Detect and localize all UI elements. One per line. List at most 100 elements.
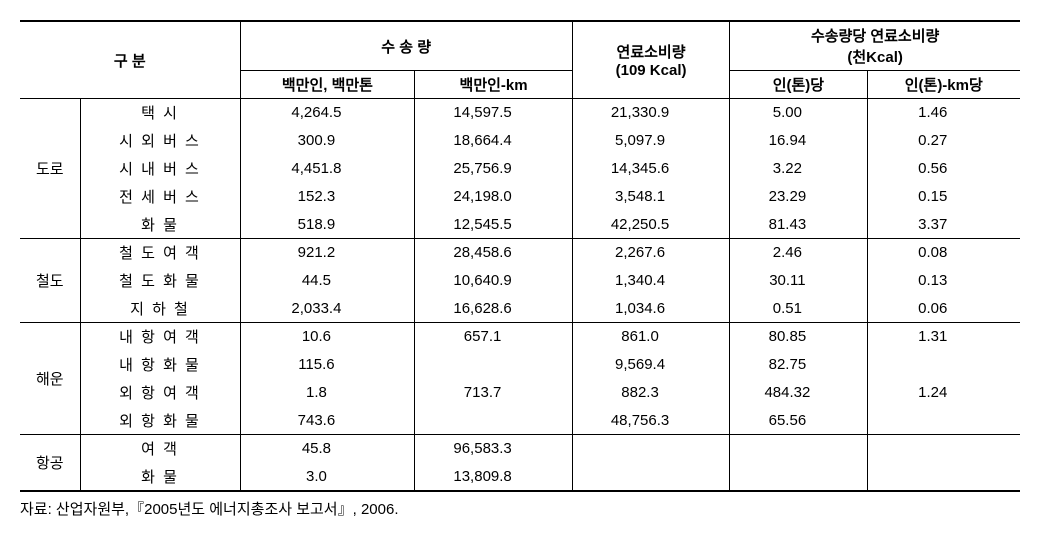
group-label: 해운: [20, 323, 80, 435]
data-cell: 1.31: [867, 323, 1020, 351]
data-cell: 1.24: [867, 379, 1020, 407]
sub-label: 시 내 버 스: [80, 155, 240, 183]
data-cell: 484.32: [730, 379, 867, 407]
header-per-sub2: 인(톤)-km당: [867, 71, 1020, 99]
data-cell: 42,250.5: [572, 211, 729, 239]
header-per-sub1: 인(톤)당: [730, 71, 867, 99]
sub-label: 시 외 버 스: [80, 127, 240, 155]
data-cell: 28,458.6: [415, 239, 572, 267]
source-note: 자료: 산업자원부,『2005년도 에너지총조사 보고서』, 2006.: [20, 498, 1020, 519]
table-row: 해운내 항 여 객10.6657.1861.080.851.31: [20, 323, 1020, 351]
data-cell: 3,548.1: [572, 183, 729, 211]
table-row: 시 외 버 스300.918,664.45,097.916.940.27: [20, 127, 1020, 155]
sub-label: 지 하 철: [80, 295, 240, 323]
header-fuel: 연료소비량(109 Kcal): [572, 21, 729, 99]
data-cell: 0.06: [867, 295, 1020, 323]
data-cell: 861.0: [572, 323, 729, 351]
sub-label: 전 세 버 스: [80, 183, 240, 211]
data-cell: [572, 435, 729, 463]
data-cell: [730, 463, 867, 491]
data-cell: [415, 407, 572, 435]
transport-fuel-table: 구 분 수 송 량 연료소비량(109 Kcal) 수송량당 연료소비량(천Kc…: [20, 20, 1020, 492]
data-cell: 3.0: [240, 463, 415, 491]
data-cell: 9,569.4: [572, 351, 729, 379]
table-row: 철도철 도 여 객921.228,458.62,267.62.460.08: [20, 239, 1020, 267]
table-row: 외 항 여 객1.8713.7882.3484.321.24: [20, 379, 1020, 407]
data-cell: 152.3: [240, 183, 415, 211]
data-cell: 1.8: [240, 379, 415, 407]
data-cell: [415, 351, 572, 379]
data-cell: 3.37: [867, 211, 1020, 239]
data-cell: 80.85: [730, 323, 867, 351]
header-category: 구 분: [20, 21, 240, 99]
data-cell: 16.94: [730, 127, 867, 155]
group-label: 도로: [20, 99, 80, 239]
data-cell: 82.75: [730, 351, 867, 379]
data-cell: 2,033.4: [240, 295, 415, 323]
sub-label: 외 항 화 물: [80, 407, 240, 435]
table-row: 항공여 객45.896,583.3: [20, 435, 1020, 463]
data-cell: [867, 435, 1020, 463]
sub-label: 철 도 화 물: [80, 267, 240, 295]
data-cell: 18,664.4: [415, 127, 572, 155]
data-cell: 0.51: [730, 295, 867, 323]
data-cell: 1,034.6: [572, 295, 729, 323]
table-row: 내 항 화 물115.69,569.482.75: [20, 351, 1020, 379]
data-cell: 23.29: [730, 183, 867, 211]
data-cell: 882.3: [572, 379, 729, 407]
data-cell: 1.46: [867, 99, 1020, 127]
header-volume-sub1: 백만인, 백만톤: [240, 71, 415, 99]
data-cell: 657.1: [415, 323, 572, 351]
data-cell: 743.6: [240, 407, 415, 435]
data-cell: 44.5: [240, 267, 415, 295]
data-cell: 4,451.8: [240, 155, 415, 183]
table-row: 전 세 버 스152.324,198.03,548.123.290.15: [20, 183, 1020, 211]
data-cell: 1,340.4: [572, 267, 729, 295]
group-label: 항공: [20, 435, 80, 491]
data-cell: 12,545.5: [415, 211, 572, 239]
data-cell: [867, 463, 1020, 491]
header-volume: 수 송 량: [240, 21, 572, 71]
data-cell: 10,640.9: [415, 267, 572, 295]
data-cell: 24,198.0: [415, 183, 572, 211]
table-row: 화 물3.013,809.8: [20, 463, 1020, 491]
data-cell: 48,756.3: [572, 407, 729, 435]
table-row: 도로택 시4,264.514,597.521,330.95.001.46: [20, 99, 1020, 127]
sub-label: 택 시: [80, 99, 240, 127]
data-cell: 10.6: [240, 323, 415, 351]
sub-label: 내 항 화 물: [80, 351, 240, 379]
table-body: 도로택 시4,264.514,597.521,330.95.001.46시 외 …: [20, 99, 1020, 491]
data-cell: 0.27: [867, 127, 1020, 155]
table-row: 외 항 화 물743.6 48,756.365.56: [20, 407, 1020, 435]
sub-label: 철 도 여 객: [80, 239, 240, 267]
data-cell: 30.11: [730, 267, 867, 295]
data-cell: 13,809.8: [415, 463, 572, 491]
header-per-volume: 수송량당 연료소비량(천Kcal): [730, 21, 1020, 71]
data-cell: 14,597.5: [415, 99, 572, 127]
data-cell: 21,330.9: [572, 99, 729, 127]
sub-label: 외 항 여 객: [80, 379, 240, 407]
data-cell: 2,267.6: [572, 239, 729, 267]
data-cell: 5.00: [730, 99, 867, 127]
data-cell: 65.56: [730, 407, 867, 435]
data-cell: [867, 351, 1020, 379]
sub-label: 여 객: [80, 435, 240, 463]
data-cell: 45.8: [240, 435, 415, 463]
data-cell: [572, 463, 729, 491]
sub-label: 화 물: [80, 463, 240, 491]
data-cell: 0.08: [867, 239, 1020, 267]
data-cell: 5,097.9: [572, 127, 729, 155]
data-cell: 4,264.5: [240, 99, 415, 127]
data-cell: 0.56: [867, 155, 1020, 183]
table-row: 화 물518.912,545.542,250.581.433.37: [20, 211, 1020, 239]
data-cell: 96,583.3: [415, 435, 572, 463]
table-row: 철 도 화 물44.510,640.91,340.430.110.13: [20, 267, 1020, 295]
data-cell: 0.15: [867, 183, 1020, 211]
data-cell: 25,756.9: [415, 155, 572, 183]
sub-label: 내 항 여 객: [80, 323, 240, 351]
data-cell: 14,345.6: [572, 155, 729, 183]
table-row: 시 내 버 스4,451.825,756.914,345.63.220.56: [20, 155, 1020, 183]
data-cell: 16,628.6: [415, 295, 572, 323]
table-row: 지 하 철2,033.416,628.61,034.60.510.06: [20, 295, 1020, 323]
group-label: 철도: [20, 239, 80, 323]
